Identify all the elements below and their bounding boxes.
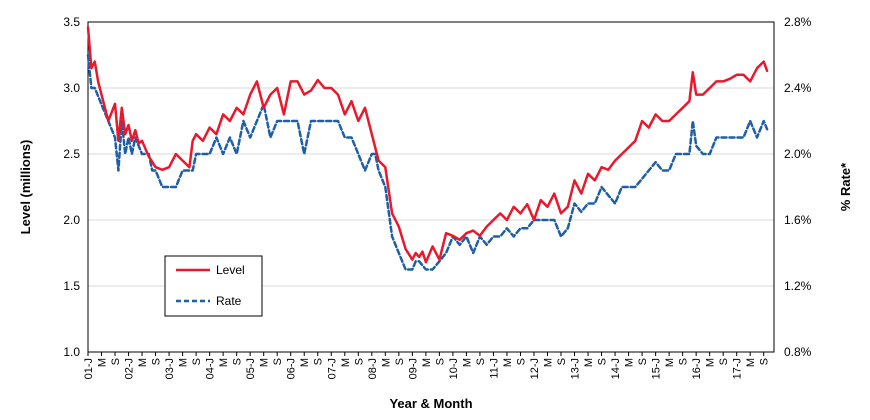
x-tick-label: M: [745, 358, 757, 367]
x-tick-label: S: [394, 358, 406, 365]
x-tick-label: 08-J: [367, 358, 379, 379]
x-tick-label: 01-J: [83, 358, 95, 379]
y2-axis-ticks: 0.8% 1.2% 1.6% 2.0% 2.4% 2.8%: [784, 15, 812, 359]
x-tick-label: M: [583, 358, 595, 367]
plot-area-border: [87, 21, 775, 353]
x-tick-label: 17-J: [732, 358, 744, 379]
y-tick-label: 3.0: [63, 81, 80, 95]
series-layer: [86, 26, 769, 271]
y2-tick-label: 2.0%: [784, 147, 812, 161]
y-axis-title: Level (millions): [18, 140, 33, 235]
x-tick-label: 07-J: [326, 358, 338, 379]
x-tick-label: S: [718, 358, 730, 365]
y2-axis-title: % Rate*: [838, 162, 853, 211]
y2-tick-label: 0.8%: [784, 345, 812, 359]
x-tick-label: M: [340, 358, 352, 367]
y-tick-label: 3.5: [63, 15, 80, 29]
x-tick-label: S: [597, 358, 609, 365]
x-tick-label: M: [461, 358, 473, 367]
y2-tick-label: 2.4%: [784, 81, 812, 95]
y2-tick-label: 1.2%: [784, 279, 812, 293]
x-tick-label: M: [421, 358, 433, 367]
x-tick-label: M: [259, 358, 271, 367]
x-tick-label: S: [110, 358, 122, 365]
x-tick-label: M: [218, 358, 230, 367]
legend: Level Rate: [164, 255, 263, 317]
x-tick-label: 14-J: [610, 358, 622, 379]
series-line-rate: [86, 53, 769, 271]
x-tick-label: S: [475, 358, 487, 365]
x-tick-label: M: [705, 358, 717, 367]
x-tick-label: 06-J: [286, 358, 298, 379]
y-axis-ticks: 1.0 1.5 2.0 2.5 3.0 3.5: [63, 15, 80, 359]
x-tick-label: S: [313, 358, 325, 365]
x-tick-label: S: [556, 358, 568, 365]
series-line-level: [86, 26, 769, 264]
x-tick-label: M: [664, 358, 676, 367]
legend-rate-label: Rate: [216, 294, 242, 308]
x-tick-label: 16-J: [691, 358, 703, 379]
x-tick-label: S: [151, 358, 163, 365]
x-tick-label: S: [353, 358, 365, 365]
x-tick-label: 09-J: [407, 358, 419, 379]
x-tick-label: S: [759, 358, 771, 365]
y-tick-label: 1.0: [63, 345, 80, 359]
x-tick-label: 05-J: [245, 358, 257, 379]
x-tick-label: M: [299, 358, 311, 367]
x-tick-label: S: [434, 358, 446, 365]
x-axis-ticks: 01-J M S 02-J M S 03-J M S 04-J M S 05-J M S 06-J M S 07-J…: [83, 352, 771, 379]
x-tick-label: S: [272, 358, 284, 365]
x-tick-label: M: [624, 358, 636, 367]
x-tick-label: 12-J: [529, 358, 541, 379]
legend-box: [164, 255, 263, 317]
x-tick-label: M: [502, 358, 514, 367]
y2-tick-label: 1.6%: [784, 213, 812, 227]
x-tick-label: M: [97, 358, 109, 367]
x-tick-label: 13-J: [570, 358, 582, 379]
y2-tick-label: 2.8%: [784, 15, 812, 29]
x-tick-label: 10-J: [448, 358, 460, 379]
legend-level-label: Level: [216, 263, 245, 277]
y-tick-label: 2.0: [63, 213, 80, 227]
x-tick-label: M: [380, 358, 392, 367]
y-tick-label: 2.5: [63, 147, 80, 161]
x-tick-label: S: [232, 358, 244, 365]
y-tick-label: 1.5: [63, 279, 80, 293]
x-tick-label: 02-J: [124, 358, 136, 379]
x-tick-label: S: [191, 358, 203, 365]
x-tick-label: 15-J: [651, 358, 663, 379]
x-tick-label: S: [515, 358, 527, 365]
x-tick-label: 04-J: [205, 358, 217, 379]
x-tick-label: S: [637, 358, 649, 365]
x-tick-label: M: [178, 358, 190, 367]
x-axis-title: Year & Month: [389, 396, 472, 411]
x-tick-label: S: [678, 358, 690, 365]
x-tick-label: 11-J: [488, 358, 500, 379]
x-tick-label: 03-J: [164, 358, 176, 379]
x-tick-label: M: [542, 358, 554, 367]
x-tick-label: M: [137, 358, 149, 367]
